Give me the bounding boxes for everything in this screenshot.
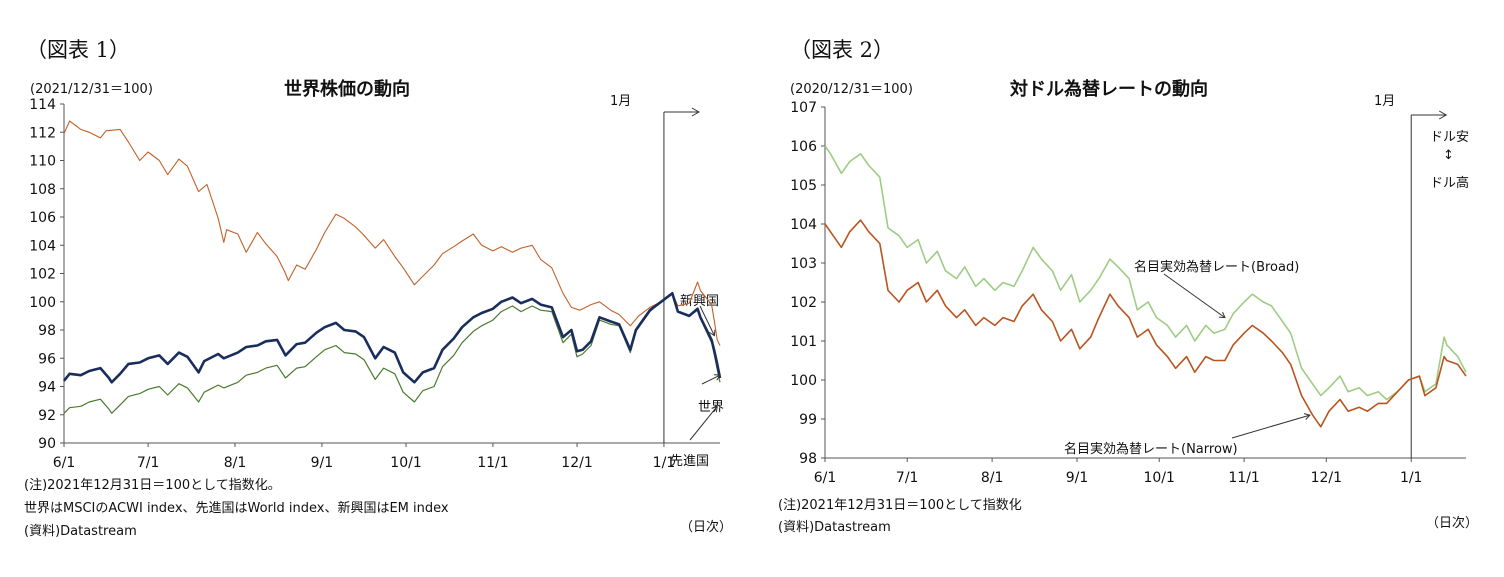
vline-label-1: 1月 <box>610 94 632 109</box>
c2-series-line-0 <box>824 145 1467 401</box>
c1-y-tick-label: 106 <box>29 210 56 226</box>
note-1-c: (資料)Datastream <box>24 524 137 539</box>
c2-x-tick-label: 8/1 <box>981 470 1004 486</box>
series-label-emerging: 新興国 <box>680 294 720 309</box>
c1-y-tick-label: 100 <box>29 295 56 311</box>
c2-y-tick-label: 100 <box>790 373 817 389</box>
c1-y-tick-label: 90 <box>38 436 56 452</box>
c1-x-tick-label: 9/1 <box>311 455 334 471</box>
c1-y-tick-label: 110 <box>29 154 56 170</box>
c2-x-tick-label: 11/1 <box>1228 470 1259 486</box>
c1-callout-leader-1 <box>701 374 721 385</box>
c1-x-tick-label: 1/1 <box>653 455 676 471</box>
c2-y-tick-label: 107 <box>790 100 817 116</box>
c2-callout-leader-1 <box>1231 414 1311 439</box>
series-label-broad: 名目実効為替レート(Broad) <box>1134 260 1300 275</box>
c2-y-tick-label: 105 <box>790 178 817 194</box>
c1-y-tick-label: 92 <box>38 408 56 424</box>
c2-y-tick-label: 101 <box>790 334 817 350</box>
c1-callout-leader-2 <box>689 405 718 441</box>
c1-y-tick-label: 114 <box>29 97 56 113</box>
series-label-developed: 先進国 <box>670 454 710 469</box>
c1-series-line-0 <box>63 120 721 346</box>
c2-callout-arrow-0 <box>1218 311 1226 319</box>
updown-arrow-icon: ↕ <box>1443 148 1454 163</box>
c2-series-line-1 <box>824 219 1467 428</box>
side-label-dollar-strong: ドル高 <box>1430 176 1470 191</box>
c2-y-tick-label: 99 <box>799 412 817 428</box>
c1-callout-arrow-1 <box>713 374 721 381</box>
side-label-dollar-weak: ドル安 <box>1430 130 1470 145</box>
c1-y-tick-label: 102 <box>29 267 56 283</box>
c2-y-tick-label: 103 <box>790 256 817 272</box>
c1-y-tick-label: 94 <box>38 380 56 396</box>
c1-x-tick-label: 7/1 <box>137 455 160 471</box>
c1-x-tick-label: 8/1 <box>224 455 247 471</box>
c1-vline-arrow-head <box>691 107 700 117</box>
figure-label-2: （図表 2） <box>790 38 895 62</box>
c1-x-tick-label: 11/1 <box>477 455 508 471</box>
c1-y-tick-label: 112 <box>29 125 56 141</box>
c1-callout-arrow-0 <box>709 329 716 337</box>
c1-callout-leader-0 <box>699 305 715 336</box>
c1-x-tick-label: 6/1 <box>53 455 76 471</box>
chart-title-1: 世界株価の動向 <box>284 79 410 100</box>
unit-label-1: （日次） <box>680 520 733 535</box>
c1-y-tick-label: 98 <box>38 323 56 339</box>
base-note-1: (2021/12/31＝100) <box>30 82 153 97</box>
c2-y-tick-label: 104 <box>790 217 817 233</box>
c2-x-tick-label: 6/1 <box>814 470 837 486</box>
c2-y-tick-label: 106 <box>790 139 817 155</box>
c2-x-tick-label: 12/1 <box>1311 470 1342 486</box>
c1-series-line-1 <box>62 291 722 384</box>
c1-x-tick-label: 10/1 <box>390 455 421 471</box>
c2-x-tick-label: 7/1 <box>896 470 919 486</box>
c1-x-tick-label: 12/1 <box>561 455 592 471</box>
c1-y-tick-label: 104 <box>29 238 56 254</box>
series-label-world: 世界 <box>698 400 725 415</box>
c2-x-tick-label: 9/1 <box>1066 470 1089 486</box>
note-1-b: 世界はMSCIのACWI index、先進国はWorld index、新興国はE… <box>24 501 449 516</box>
chart-title-2: 対ドル為替レートの動向 <box>1010 79 1208 100</box>
base-note-2: (2020/12/31＝100) <box>790 82 913 97</box>
c2-callout-leader-0 <box>1163 273 1226 319</box>
note-1-a: (注)2021年12月31日＝100として指数化。 <box>24 478 281 493</box>
c2-x-tick-label: 10/1 <box>1143 470 1174 486</box>
c1-y-tick-label: 108 <box>29 182 56 198</box>
unit-label-2: （日次） <box>1426 516 1479 531</box>
c1-series-line-2 <box>63 292 721 414</box>
figure-label-1: （図表 1） <box>26 38 131 62</box>
note-2-a: (注)2021年12月31日＝100として指数化 <box>778 498 1022 513</box>
series-label-narrow: 名目実効為替レート(Narrow) <box>1064 442 1238 457</box>
c1-callout-arrow-2 <box>711 405 718 413</box>
vline-label-2: 1月 <box>1374 94 1396 109</box>
c2-x-tick-label: 1/1 <box>1400 470 1423 486</box>
c1-y-tick-label: 96 <box>38 351 56 367</box>
c2-y-tick-label: 98 <box>799 451 817 467</box>
c2-vline-arrow-head <box>1438 110 1448 120</box>
c2-callout-arrow-1 <box>1303 413 1311 420</box>
note-2-b: (資料)Datastream <box>778 520 891 535</box>
c2-y-tick-label: 102 <box>790 295 817 311</box>
